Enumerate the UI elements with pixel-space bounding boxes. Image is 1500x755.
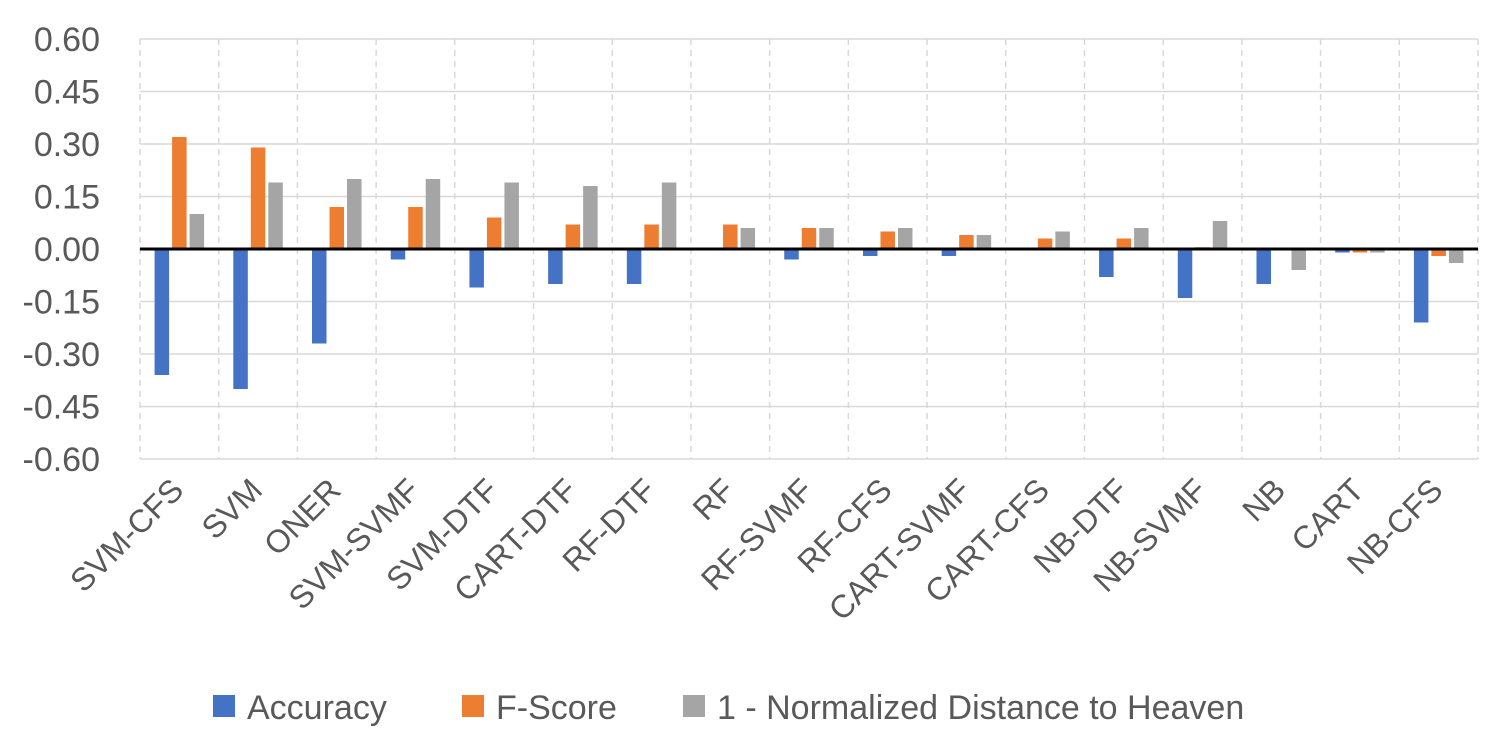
- y-tick-label: 0.15: [34, 179, 100, 217]
- bar-accuracy-nb: [1256, 249, 1271, 284]
- bar-f-score-cart-dtf: [566, 225, 581, 250]
- y-tick-label: -0.45: [23, 389, 101, 427]
- bar-accuracy-svm-dtf: [469, 249, 484, 288]
- bar-accuracy-nb-svmf: [1178, 249, 1193, 298]
- bar-accuracy-svm: [233, 249, 248, 389]
- bar-f-score-rf-dtf: [644, 225, 659, 250]
- bar-accuracy-svm-cfs: [155, 249, 170, 375]
- bar-1-normalized-distance-to-heaven-rf-dtf: [662, 183, 677, 250]
- legend-label: 1 - Normalized Distance to Heaven: [717, 689, 1244, 727]
- bar-f-score-nb-dtf: [1117, 239, 1132, 250]
- legend-swatch: [683, 695, 705, 717]
- bar-accuracy-svm-svmf: [391, 249, 406, 260]
- y-tick-label: -0.60: [23, 441, 101, 479]
- bar-1-normalized-distance-to-heaven-nb: [1291, 249, 1306, 270]
- bar-1-normalized-distance-to-heaven-cart-svmf: [977, 235, 992, 249]
- bar-f-score-svm: [251, 148, 266, 250]
- x-category-label: NB: [1235, 471, 1292, 528]
- bar-1-normalized-distance-to-heaven-svm-cfs: [190, 214, 205, 249]
- bar-accuracy-nb-cfs: [1414, 249, 1429, 323]
- bar-1-normalized-distance-to-heaven-rf-svmf: [819, 228, 834, 249]
- bar-accuracy-rf-svmf: [784, 249, 799, 260]
- legend: Accuracy F-Score 1 - Normalized Distance t…: [213, 689, 1244, 727]
- bar-f-score-oner: [330, 207, 345, 249]
- bar-accuracy-nb-dtf: [1099, 249, 1114, 277]
- bar-f-score-svm-cfs: [172, 137, 187, 249]
- x-category-label: RF: [686, 471, 742, 527]
- bar-f-score-rf-svmf: [802, 228, 817, 249]
- bar-f-score-svm-dtf: [487, 218, 502, 250]
- y-tick-label: 0.60: [34, 21, 100, 59]
- legend-item: F-Score: [462, 689, 617, 727]
- y-tick-label: 0.30: [34, 126, 100, 164]
- bar-accuracy-rf-dtf: [627, 249, 642, 284]
- legend-swatch: [462, 695, 484, 717]
- bar-f-score-rf: [723, 225, 738, 250]
- y-axis-ticks: 0.60 0.45 0.30 0.15 0.00 -0.15 -0.30 -0.45 -0.60: [23, 21, 101, 479]
- x-category-label: SVM-CFS: [63, 471, 190, 598]
- bar-f-score-cart-cfs: [1038, 239, 1053, 250]
- bar-f-score-rf-cfs: [880, 232, 895, 250]
- legend-item: Accuracy: [213, 689, 387, 727]
- bar-1-normalized-distance-to-heaven-rf-cfs: [898, 228, 913, 249]
- bar-1-normalized-distance-to-heaven-svm-svmf: [426, 179, 441, 249]
- y-tick-label: 0.00: [34, 231, 100, 269]
- bar-1-normalized-distance-to-heaven-nb-dtf: [1134, 228, 1149, 249]
- bar-1-normalized-distance-to-heaven-nb-cfs: [1449, 249, 1464, 263]
- bar-1-normalized-distance-to-heaven-oner: [347, 179, 362, 249]
- bars: [155, 137, 1464, 389]
- legend-item: 1 - Normalized Distance to Heaven: [683, 689, 1244, 727]
- bar-f-score-svm-svmf: [408, 207, 423, 249]
- legend-label: F-Score: [496, 689, 617, 727]
- bar-1-normalized-distance-to-heaven-rf: [741, 228, 756, 249]
- bar-1-normalized-distance-to-heaven-svm-dtf: [504, 183, 519, 250]
- y-tick-label: -0.30: [23, 336, 101, 374]
- bar-1-normalized-distance-to-heaven-cart-cfs: [1055, 232, 1070, 250]
- y-tick-label: -0.15: [23, 284, 101, 322]
- bar-accuracy-cart-dtf: [548, 249, 563, 284]
- bar-accuracy-oner: [312, 249, 327, 344]
- bar-1-normalized-distance-to-heaven-cart-dtf: [583, 186, 598, 249]
- bar-1-normalized-distance-to-heaven-svm: [268, 183, 283, 250]
- y-tick-label: 0.45: [34, 74, 100, 112]
- legend-swatch: [213, 695, 235, 717]
- legend-label: Accuracy: [247, 689, 387, 727]
- bar-f-score-cart-svmf: [959, 235, 974, 249]
- bar-1-normalized-distance-to-heaven-nb-svmf: [1213, 221, 1228, 249]
